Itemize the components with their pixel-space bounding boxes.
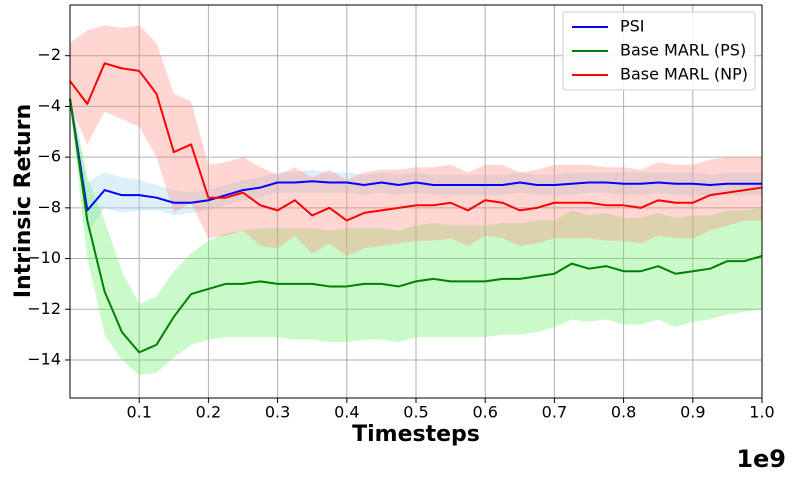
error-band (70, 93, 762, 376)
x-tick-label: 0.6 (472, 403, 497, 422)
x-tick-label: 0.1 (126, 403, 151, 422)
y-tick-label: −10 (27, 248, 61, 267)
y-tick-label: −12 (27, 299, 61, 318)
error-band (70, 25, 762, 257)
line (69, 62, 763, 222)
error-band (70, 93, 762, 234)
legend-label: Base MARL (PS) (620, 41, 746, 60)
x-tick-label: 0.3 (265, 403, 290, 422)
line (69, 98, 762, 212)
x-tick-label: 1.0 (749, 403, 774, 422)
x-offset-label: 1e9 (736, 445, 786, 473)
x-tick-label: 0.9 (680, 403, 705, 422)
legend-box (562, 11, 756, 91)
x-tick-label: 0.8 (611, 403, 636, 422)
x-tick-label: 0.2 (196, 403, 221, 422)
legend-label: Base MARL (NP) (620, 65, 748, 84)
y-axis-label: Intrinsic Return (11, 104, 36, 298)
x-tick-label: 0.5 (403, 403, 428, 422)
y-tick-label: −4 (37, 96, 61, 115)
x-axis-label: Timesteps (352, 422, 480, 447)
legend-label: PSI (620, 17, 645, 36)
line (69, 98, 763, 354)
y-tick-label: −6 (37, 147, 61, 166)
y-tick-label: −2 (37, 45, 61, 64)
plot-frame (69, 4, 763, 399)
x-tick-label: 0.4 (334, 403, 359, 422)
y-tick-label: −14 (27, 349, 61, 368)
y-tick-label: −8 (37, 197, 61, 216)
x-tick-label: 0.7 (542, 403, 567, 422)
